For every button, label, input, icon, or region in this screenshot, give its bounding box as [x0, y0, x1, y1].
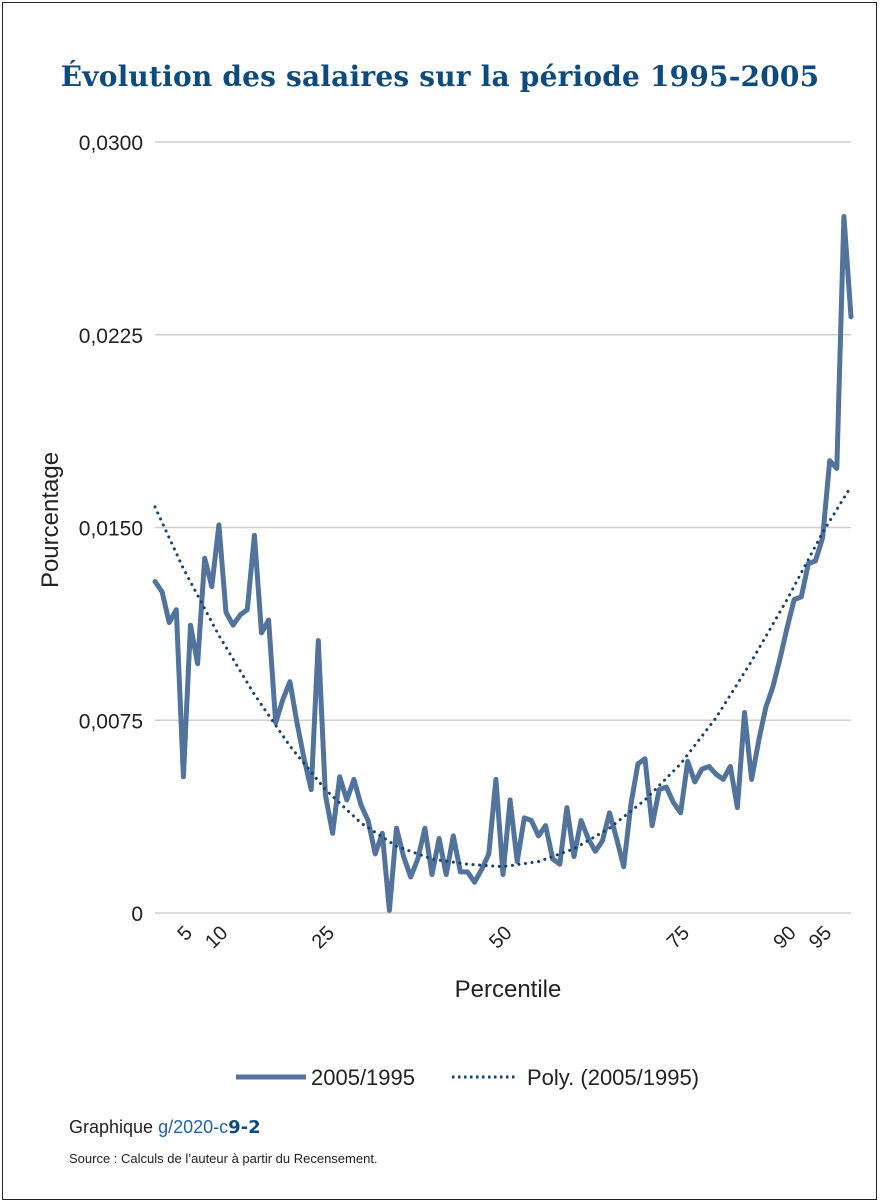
y-axis-ticks: 0 0,0075 0,0150 0,0225 0,0300	[79, 132, 143, 926]
y-tick-label: 0,0075	[79, 710, 143, 733]
figure-caption: Graphique g/2020-c9-2	[69, 1117, 261, 1138]
legend: 2005/1995 Poly. (2005/1995)	[236, 1065, 699, 1090]
y-tick-label: 0,0300	[79, 132, 143, 155]
x-tick-label: 5	[174, 922, 197, 945]
legend-label-trend: Poly. (2005/1995)	[527, 1065, 699, 1090]
x-axis-label: Percentile	[455, 976, 562, 1003]
legend-label-series: 2005/1995	[311, 1065, 415, 1090]
source-note: Source : Calculs de l’auteur à partir du…	[69, 1151, 378, 1166]
x-tick-label: 25	[308, 922, 339, 953]
caption-link-bold: 9-2	[228, 1117, 261, 1138]
x-tick-label: 90	[769, 922, 800, 953]
gridlines	[155, 141, 851, 914]
y-tick-label: 0	[131, 903, 143, 926]
x-tick-label: 95	[805, 922, 836, 953]
y-axis-label: Pourcentage	[37, 452, 64, 588]
caption-prefix: Graphique	[69, 1117, 159, 1137]
trend-line-poly	[153, 484, 853, 869]
y-tick-label: 0,0150	[79, 518, 143, 541]
x-tick-label: 10	[201, 922, 232, 953]
x-tick-label: 75	[663, 922, 694, 953]
series-layer	[152, 214, 854, 913]
caption-link-text: g/2020-c	[158, 1117, 229, 1137]
series-line-2005-1995	[152, 214, 854, 913]
x-axis-ticks: 5 10 25 50 75 90 95	[174, 922, 837, 953]
caption-link[interactable]: g/2020-c9-2	[158, 1117, 261, 1138]
x-tick-label: 50	[485, 922, 516, 953]
y-tick-label: 0,0225	[79, 325, 143, 348]
chart-title: Évolution des salaires sur la période 19…	[60, 60, 820, 93]
